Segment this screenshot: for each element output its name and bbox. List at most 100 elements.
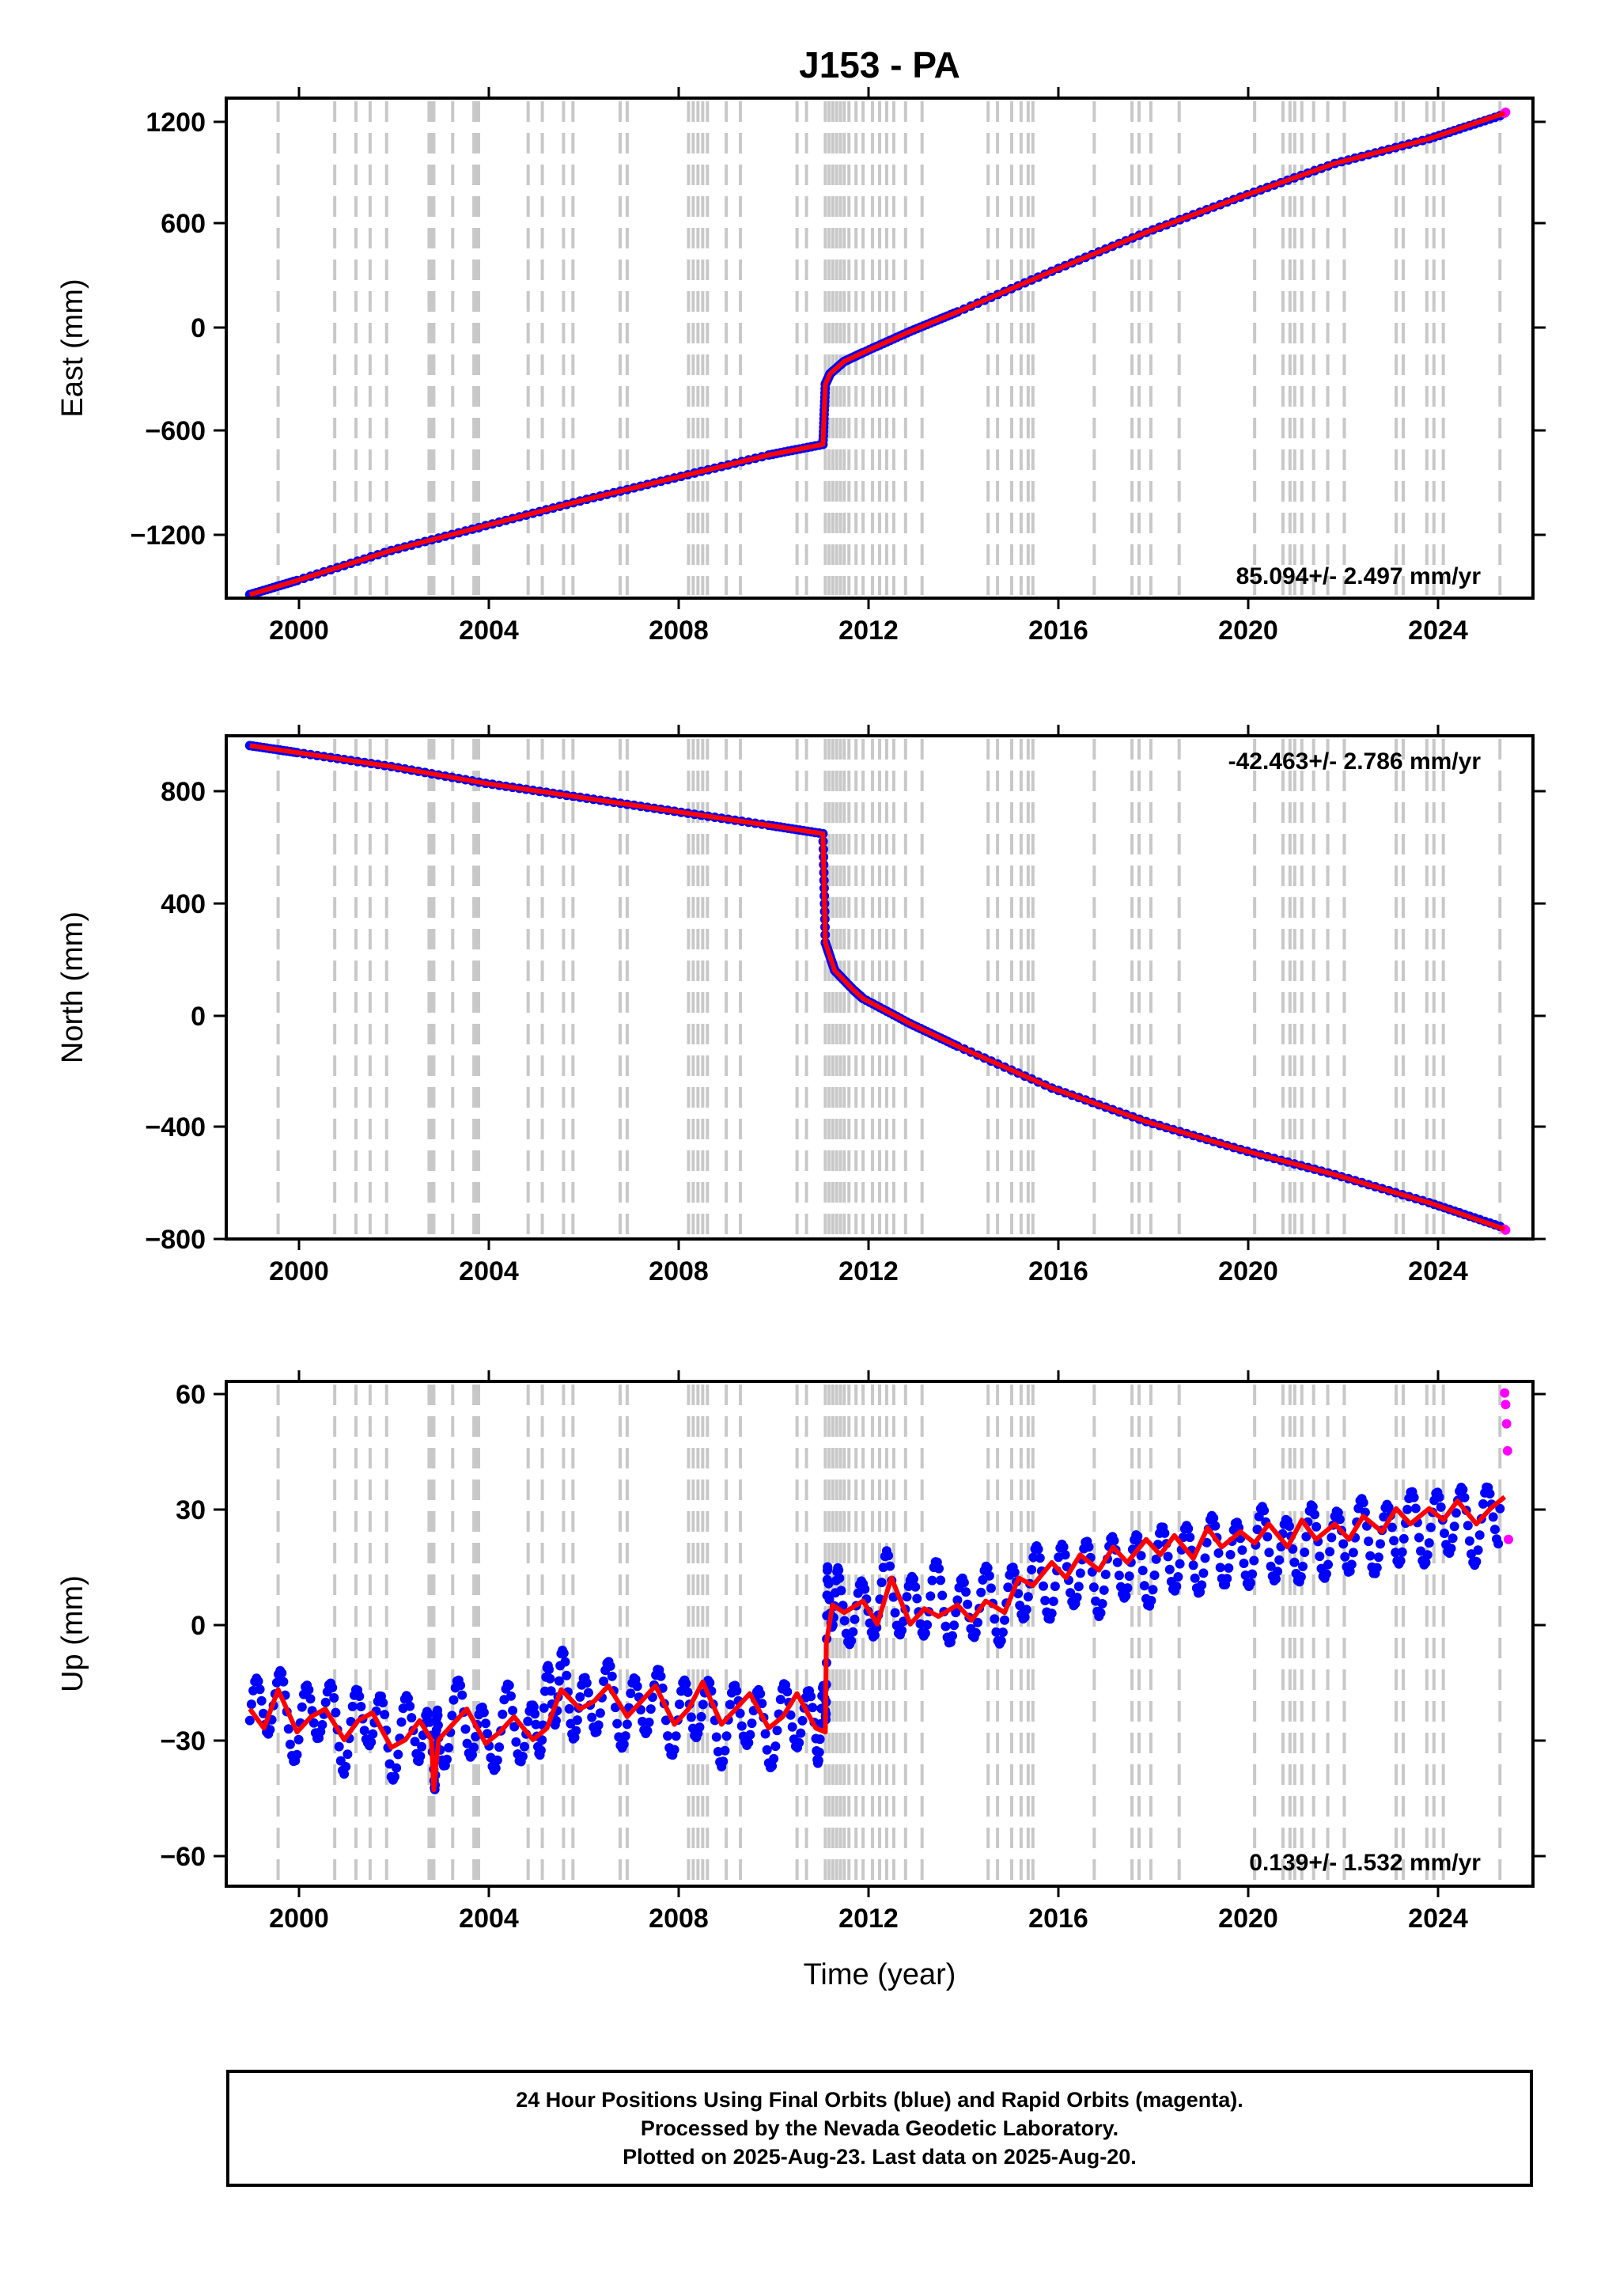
panels: 2000 2004 2008 2012 2016 2020 202412006000−600… [56,87,1546,1934]
final-orbit-point [884,1551,894,1561]
final-orbit-point [1289,1557,1300,1567]
caption-line-1: 24 Hour Positions Using Final Orbits (bl… [516,2088,1243,2112]
final-orbit-point [407,1713,417,1723]
final-orbit-point [963,1599,973,1609]
final-orbit-point [460,1724,471,1734]
final-orbit-point [1185,1533,1195,1543]
final-orbit-point [1072,1593,1082,1602]
final-orbit-point [356,1702,366,1711]
x-tick-label: 2008 [649,616,709,646]
final-orbit-point [1310,1510,1319,1520]
final-orbit-point [1148,1585,1158,1595]
final-orbit-point [671,1731,681,1741]
final-orbit-point [948,1631,957,1641]
final-orbit-point [770,1741,781,1752]
final-orbit-point [1020,1612,1030,1622]
x-tick-label: 2016 [1028,1904,1088,1934]
final-orbit-point [1274,1555,1285,1565]
final-orbit-point [528,1702,539,1712]
final-orbit-point [490,1763,501,1773]
final-orbit-point [292,1749,302,1760]
final-orbit-point [1100,1570,1111,1579]
final-orbit-point [711,1732,721,1742]
final-orbit-point [885,1561,895,1571]
final-orbit-point [725,1699,735,1710]
final-orbit-point [1021,1605,1031,1615]
final-orbit-point [396,1717,407,1727]
final-orbit-point [612,1718,623,1729]
final-orbit-point [796,1728,806,1738]
y-tick-label: 0 [191,1002,206,1032]
final-orbit-point [423,1709,433,1719]
final-orbit-point [1372,1563,1382,1573]
final-orbit-point [1058,1542,1069,1552]
x-tick-label: 2024 [1408,1904,1468,1934]
final-orbit-point [1224,1563,1234,1573]
final-orbit-point [258,1708,268,1718]
final-orbit-point [897,1625,907,1635]
final-orbit-point [1273,1567,1283,1577]
final-orbit-point [433,1720,443,1730]
final-orbit-point [927,1575,937,1586]
final-orbit-point [720,1745,730,1756]
final-orbit-point [1473,1545,1483,1555]
final-orbit-point [341,1762,351,1771]
final-orbit-point [760,1729,770,1739]
final-orbit-point [1023,1592,1033,1602]
rapid-orbit-point [1504,1534,1513,1544]
final-orbit-point [626,1688,636,1699]
final-orbit-point [1009,1567,1020,1578]
final-orbit-point [747,1718,757,1729]
final-orbit-point [1112,1557,1122,1567]
final-orbit-point [890,1608,900,1618]
final-orbit-point [1348,1548,1358,1558]
final-orbit-point [814,1747,824,1757]
panel-north: 2000 2004 2008 2012 2016 2020 2024 800 400 0 −400 −… [56,725,1546,1286]
y-tick-label: 1200 [146,108,206,138]
final-orbit-point [1311,1521,1322,1532]
final-orbit-point [1308,1502,1318,1512]
final-orbit-point [1035,1553,1045,1563]
final-orbit-point [846,1635,857,1646]
final-orbit-point [695,1722,705,1732]
final-orbit-point [359,1726,369,1736]
final-orbit-point [1163,1552,1173,1562]
final-orbit-point [539,1703,549,1713]
y-tick-label: 30 [176,1495,206,1525]
final-orbit-point [575,1692,585,1702]
plot-frame [225,734,1535,1241]
final-orbit-point [1285,1521,1294,1531]
final-orbit-point [620,1731,630,1741]
final-orbit-point [506,1691,516,1701]
final-orbit-point [449,1695,459,1705]
final-orbit-point [1000,1615,1009,1625]
final-orbit-point [850,1614,860,1624]
final-orbit-point [865,1618,875,1628]
final-orbit-point [1237,1545,1247,1555]
final-orbit-point [551,1715,561,1726]
final-orbit-point [920,1628,930,1639]
final-orbit-point [870,1630,880,1640]
final-orbit-point [645,1704,656,1714]
final-orbit-point [392,1763,402,1773]
final-orbit-point [762,1745,772,1755]
final-orbit-point [1387,1522,1397,1533]
final-orbit-point [1259,1506,1270,1516]
final-orbit-point [593,1720,604,1730]
final-orbit-point [1075,1568,1085,1578]
final-orbit-point [808,1703,818,1713]
final-orbit-point [1323,1559,1333,1570]
x-axis-label: Time (year) [804,1958,956,1991]
final-orbit-point [1137,1566,1148,1575]
rapid-orbit-point [1501,1400,1511,1410]
final-orbit-point [265,1725,275,1735]
final-orbit-point [1489,1525,1500,1535]
final-orbit-point [1139,1581,1149,1591]
final-orbit-point [1197,1580,1207,1590]
final-orbit-point [1151,1554,1161,1564]
final-orbit-point [334,1741,344,1752]
final-orbit-point [1039,1581,1048,1591]
final-orbit-point [1325,1547,1335,1557]
final-orbit-point [1109,1536,1119,1546]
y-tick-label: −60 [160,1842,206,1872]
